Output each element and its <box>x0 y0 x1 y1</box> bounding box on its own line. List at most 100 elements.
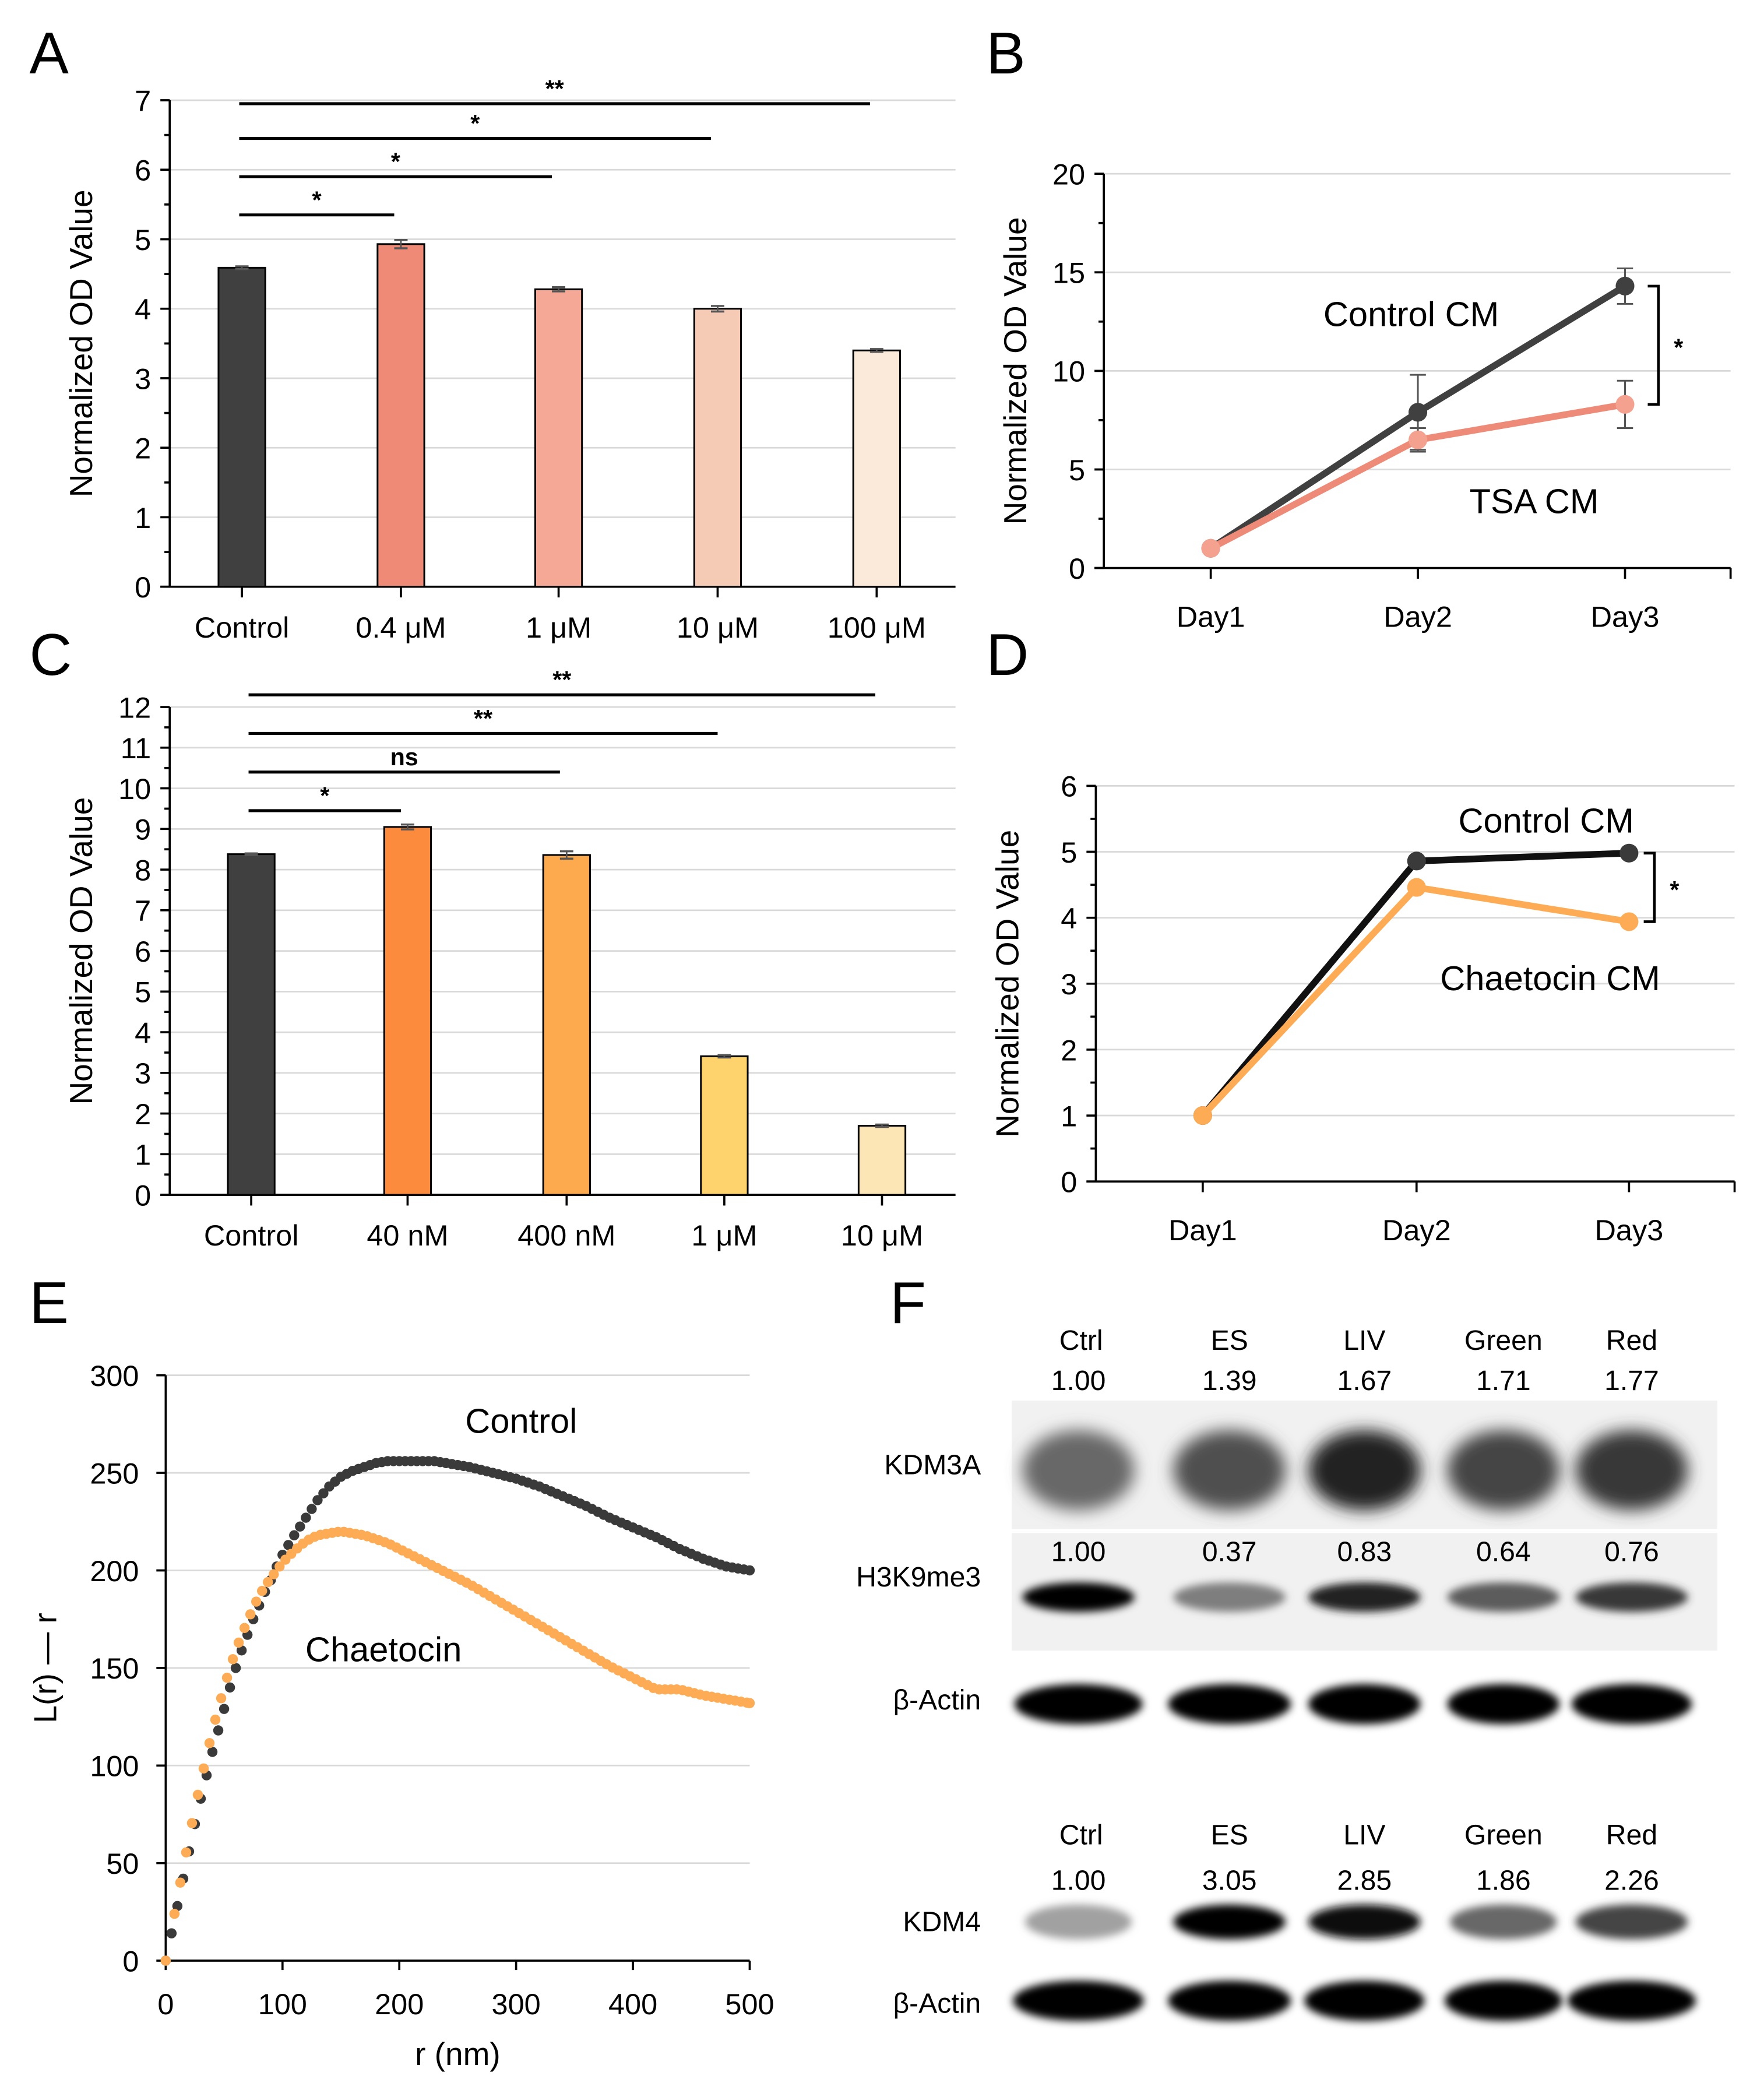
quantification-value: 3.05 <box>1202 1865 1257 1897</box>
y-tick-label: 1 <box>135 1138 151 1171</box>
data-point <box>1619 912 1639 931</box>
blot-band <box>1447 1684 1560 1725</box>
blot-band <box>1575 1430 1688 1511</box>
lane-label: Red <box>1606 1325 1657 1356</box>
y-tick-label: 12 <box>118 691 151 724</box>
y-tick-label: 11 <box>121 731 151 765</box>
y-tick-label: 3 <box>135 362 151 395</box>
y-axis-label: Normalized OD Value <box>63 797 99 1105</box>
x-tick-label: 100 μM <box>828 611 926 644</box>
scatter-point <box>251 1596 262 1607</box>
quantification-value: 1.71 <box>1476 1365 1531 1396</box>
lane-label: Green <box>1464 1325 1543 1356</box>
blot-band <box>1304 1980 1425 2021</box>
x-tick-label: 400 nM <box>517 1219 615 1252</box>
scatter-point <box>169 1909 180 1919</box>
blot-band <box>1173 1582 1286 1612</box>
panel-f-western-blot: Ctrl ES LIV Green Red 1.00 1.39 1.67 1.71 1.77 KDM… <box>856 1325 1717 2021</box>
lane-label: ES <box>1211 1325 1248 1356</box>
y-tick-label: 300 <box>90 1359 139 1392</box>
scatter-point <box>181 1847 192 1857</box>
y-axis-label: Normalized OD Value <box>997 217 1033 525</box>
bar <box>534 288 583 588</box>
blot-band <box>1308 1904 1421 1940</box>
quantification-value: 1.77 <box>1604 1365 1659 1396</box>
lane-label: Green <box>1464 1820 1543 1851</box>
protein-label: KDM3A <box>884 1449 981 1480</box>
y-tick-label: 0 <box>1061 1166 1077 1199</box>
scatter-point <box>216 1693 227 1704</box>
quantification-value: 0.37 <box>1202 1536 1257 1567</box>
y-tick-label: 2 <box>1061 1033 1077 1067</box>
series-line <box>1200 884 1630 1118</box>
significance-label: ns <box>390 744 418 770</box>
y-tick-label: 8 <box>135 853 151 886</box>
bar <box>852 349 901 588</box>
quantification-value: 1.00 <box>1051 1865 1106 1897</box>
x-tick-label: Day1 <box>1177 600 1245 634</box>
y-tick-label: 5 <box>135 223 151 256</box>
y-tick-label: 1 <box>1061 1099 1077 1132</box>
significance-label: * <box>1674 335 1684 361</box>
scatter-point <box>301 1512 311 1523</box>
panel-letter-b: B <box>986 21 1025 86</box>
y-tick-label: 0 <box>135 571 151 604</box>
scatter-point <box>186 1818 198 1828</box>
scatter-point <box>744 1565 755 1576</box>
scatter-point <box>239 1623 250 1633</box>
y-tick-label: 5 <box>135 976 151 1009</box>
y-tick-label: 100 <box>90 1750 139 1783</box>
scatter-point <box>274 1561 285 1572</box>
lane-label: Ctrl <box>1059 1325 1103 1356</box>
protein-label: β-Actin <box>893 1684 981 1716</box>
quantification-value: 0.83 <box>1337 1536 1392 1567</box>
scatter-point <box>269 1569 279 1579</box>
scatter-point <box>192 1789 203 1800</box>
blot-band <box>1575 1904 1688 1940</box>
significance-label: * <box>391 149 401 175</box>
scatter-point <box>166 1928 177 1938</box>
data-point <box>1407 852 1426 871</box>
panel-letter-e: E <box>29 1271 68 1336</box>
data-point <box>1409 430 1428 449</box>
y-axis-label: Normalized OD Value <box>63 189 99 497</box>
scatter-point <box>210 1714 221 1725</box>
blot-band <box>1575 1582 1688 1612</box>
blot-band <box>1013 1980 1144 2021</box>
y-tick-label: 10 <box>1052 355 1085 388</box>
scatter-point <box>236 1645 247 1656</box>
y-tick-label: 0 <box>1069 552 1085 585</box>
x-tick-label: Day2 <box>1383 600 1452 634</box>
y-tick-label: 4 <box>135 1016 151 1049</box>
x-tick-label: 10 μM <box>677 611 759 644</box>
scatter-point <box>204 1738 215 1748</box>
bar <box>542 854 591 1196</box>
chart-b-line: 0 5 10 15 20 Normalized OD Value Day1 Day2 Day3 C… <box>997 157 1732 634</box>
scatter-point <box>219 1704 230 1714</box>
x-tick-label: 0.4 μM <box>355 611 446 644</box>
bar <box>376 243 425 588</box>
x-tick-label: Control <box>204 1219 299 1252</box>
y-tick-label: 1 <box>135 501 151 534</box>
scatter-point <box>230 1663 241 1673</box>
bar <box>227 853 276 1196</box>
chart-e-scatter: 0 50 100 150 200 250 300 0 100 200 300 400 500 r (nm)… <box>27 1359 774 2072</box>
scatter-point <box>307 1504 317 1514</box>
chart-a-bar: 0 1 2 3 4 5 6 7 Normalized OD Value Control 0.4 μM… <box>63 75 956 644</box>
y-tick-label: 20 <box>1052 157 1085 191</box>
significance-label: ** <box>552 667 572 694</box>
data-point <box>1619 843 1639 863</box>
series-annotation: TSA CM <box>1470 482 1599 521</box>
scatter-point <box>233 1637 244 1648</box>
significance-label: * <box>320 782 330 809</box>
blot-band <box>1571 1684 1692 1725</box>
y-tick-label: 0 <box>122 1944 139 1978</box>
x-tick-label: 40 nM <box>367 1219 448 1252</box>
blot-band <box>1014 1684 1143 1725</box>
data-point <box>1615 395 1635 414</box>
quantification-value: 1.00 <box>1051 1536 1106 1567</box>
lane-label: LIV <box>1343 1820 1385 1851</box>
blot-band <box>1022 1430 1135 1511</box>
blot-band <box>1168 1684 1291 1725</box>
y-tick-label: 150 <box>90 1652 139 1685</box>
